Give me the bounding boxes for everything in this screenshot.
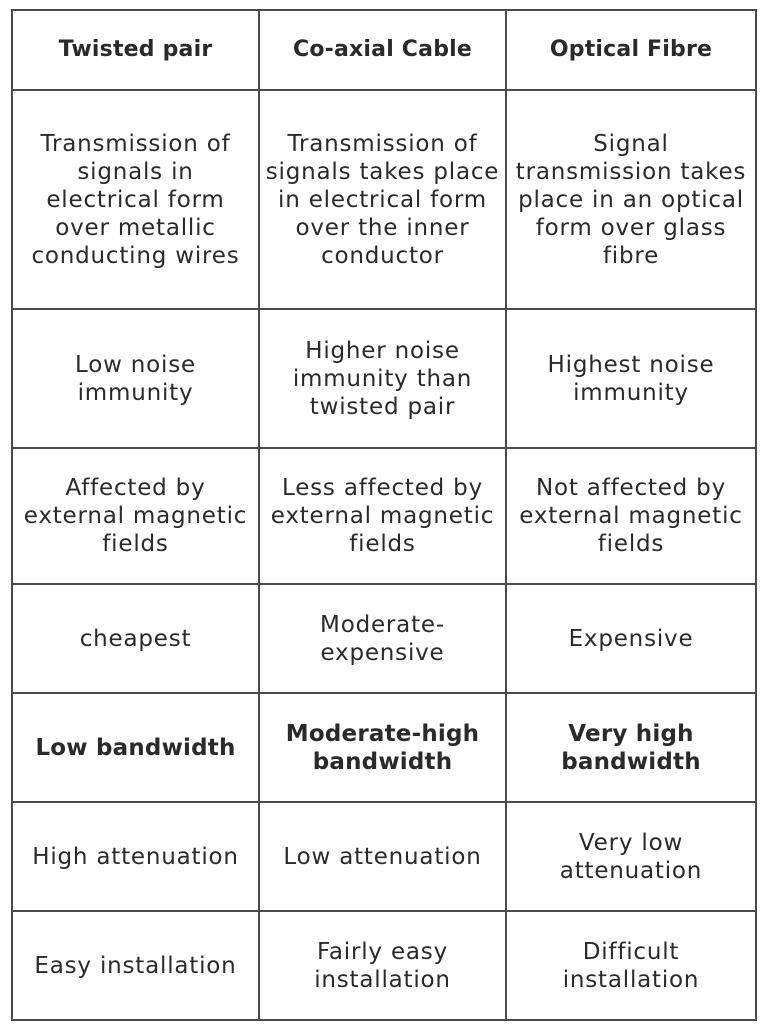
cell-optical-fibre: Signal transmission takes place in an op… (505, 89, 757, 310)
cell-twisted-pair: Easy installation (11, 910, 260, 1021)
cell-optical-fibre: Difficult installation (505, 910, 757, 1021)
table-row-noise-immunity: Low noise immunity Higher noise immunity… (11, 308, 757, 449)
cell-coaxial-cable: Moderate-expensive (258, 583, 507, 694)
cell-twisted-pair: Low bandwidth (11, 692, 260, 803)
cell-optical-fibre: Very high bandwidth (505, 692, 757, 803)
header-twisted-pair: Twisted pair (11, 9, 260, 91)
header-coaxial-cable: Co-axial Cable (258, 9, 507, 91)
cell-coaxial-cable: Higher noise immunity than twisted pair (258, 308, 507, 449)
table-row-attenuation: High attenuation Low attenuation Very lo… (11, 801, 757, 912)
cell-optical-fibre: Highest noise immunity (505, 308, 757, 449)
transmission-media-comparison-table: Twisted pair Co-axial Cable Optical Fibr… (11, 9, 757, 1021)
cell-optical-fibre: Very low attenuation (505, 801, 757, 912)
table-row-cost: cheapest Moderate-expensive Expensive (11, 583, 757, 694)
table-row-bandwidth: Low bandwidth Moderate-high bandwidth Ve… (11, 692, 757, 803)
cell-coaxial-cable: Fairly easy installation (258, 910, 507, 1021)
cell-optical-fibre: Not affected by external magnetic fields (505, 447, 757, 585)
cell-twisted-pair: High attenuation (11, 801, 260, 912)
cell-twisted-pair: cheapest (11, 583, 260, 694)
cell-coaxial-cable: Moderate-high bandwidth (258, 692, 507, 803)
header-row: Twisted pair Co-axial Cable Optical Fibr… (11, 9, 757, 91)
cell-coaxial-cable: Transmission of signals takes place in e… (258, 89, 507, 310)
table-row-transmission: Transmission of signals in electrical fo… (11, 89, 757, 310)
table-row-installation: Easy installation Fairly easy installati… (11, 910, 757, 1021)
header-optical-fibre: Optical Fibre (505, 9, 757, 91)
cell-twisted-pair: Transmission of signals in electrical fo… (11, 89, 260, 310)
comparison-table-container: Twisted pair Co-axial Cable Optical Fibr… (11, 9, 757, 1021)
cell-twisted-pair: Affected by external magnetic fields (11, 447, 260, 585)
cell-optical-fibre: Expensive (505, 583, 757, 694)
cell-coaxial-cable: Less affected by external magnetic field… (258, 447, 507, 585)
table-row-magnetic-fields: Affected by external magnetic fields Les… (11, 447, 757, 585)
cell-coaxial-cable: Low attenuation (258, 801, 507, 912)
cell-twisted-pair: Low noise immunity (11, 308, 260, 449)
